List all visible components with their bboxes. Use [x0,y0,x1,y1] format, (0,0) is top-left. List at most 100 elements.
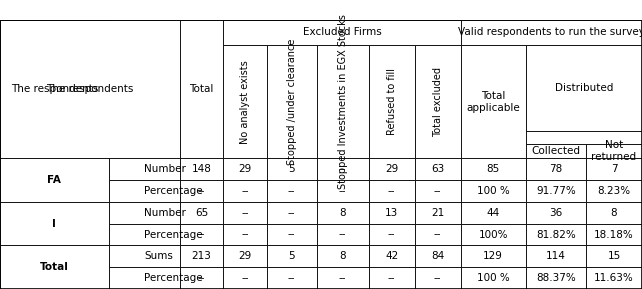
Bar [369,224,415,245]
Text: Percentage: Percentage [144,273,203,283]
Text: 213: 213 [191,251,211,261]
Text: 78: 78 [550,164,562,174]
Bar [223,202,266,224]
Text: 100%: 100% [478,229,508,240]
Text: 44: 44 [487,208,500,218]
Bar [415,245,460,267]
Text: --: -- [434,273,441,283]
Bar [317,202,369,224]
Bar [266,245,317,267]
Text: The respondents: The respondents [11,84,98,94]
Text: Total
applicable: Total applicable [466,91,520,112]
Bar [460,20,642,45]
Bar [180,20,223,158]
Bar [460,158,526,180]
Bar [586,224,642,245]
Bar [223,158,266,180]
Text: Not
returned: Not returned [591,140,637,162]
Bar [415,45,460,158]
Bar [266,45,317,158]
Text: 13: 13 [385,208,398,218]
Bar [526,245,586,267]
Bar [108,158,180,180]
Text: --: -- [288,186,295,196]
Text: --: -- [339,186,347,196]
Bar [526,202,586,224]
Bar [223,245,266,267]
Bar [317,267,369,289]
Bar [108,224,180,245]
Bar [0,245,108,289]
Bar [317,245,369,267]
Bar [0,202,108,245]
Text: 91.77%: 91.77% [536,186,576,196]
Bar [180,224,223,245]
Bar [108,245,180,267]
Text: Total excluded: Total excluded [433,67,442,137]
Bar [369,158,415,180]
Text: FA: FA [48,175,61,185]
Bar [369,45,415,158]
Text: --: -- [388,229,395,240]
Bar [180,180,223,202]
Text: Sums: Sums [144,251,173,261]
Text: Stopped Investments in EGX Stocks: Stopped Investments in EGX Stocks [338,14,348,189]
Bar [460,180,526,202]
Bar [0,20,108,158]
Bar [266,180,317,202]
Bar [108,180,180,202]
Bar [586,202,642,224]
Text: 8.23%: 8.23% [598,186,630,196]
Text: 11.63%: 11.63% [594,273,634,283]
Bar [317,45,369,158]
Text: 84: 84 [431,251,444,261]
Bar [369,202,415,224]
Bar [415,202,460,224]
Text: 15: 15 [607,251,621,261]
Bar [586,144,642,158]
Text: 29: 29 [385,164,398,174]
Bar [526,131,642,144]
Text: Stopped /under clearance: Stopped /under clearance [287,38,297,165]
Bar [266,267,317,289]
Bar [369,245,415,267]
Bar [180,245,223,267]
Text: 29: 29 [238,164,252,174]
Bar [369,267,415,289]
Text: 36: 36 [550,208,562,218]
Text: --: -- [198,273,205,283]
Text: 8: 8 [611,208,618,218]
Text: 100 %: 100 % [477,273,510,283]
Text: --: -- [198,229,205,240]
Text: 129: 129 [483,251,503,261]
Bar [415,180,460,202]
Bar [460,224,526,245]
Text: --: -- [198,186,205,196]
Text: 63: 63 [431,164,444,174]
Text: --: -- [434,229,441,240]
Text: Distributed: Distributed [555,83,613,93]
Text: 42: 42 [385,251,398,261]
Text: Number: Number [144,208,186,218]
Bar [223,224,266,245]
Text: 8: 8 [340,251,346,261]
Text: Collected: Collected [532,146,580,156]
Text: 5: 5 [288,164,295,174]
Text: Valid respondents to run the survey: Valid respondents to run the survey [458,27,642,37]
Bar [317,224,369,245]
Bar [460,245,526,267]
Bar [223,20,460,45]
Bar [526,224,586,245]
Text: Total: Total [189,84,214,94]
Text: 7: 7 [611,164,618,174]
Bar [526,45,642,131]
Text: 21: 21 [431,208,444,218]
Bar [317,158,369,180]
Bar [415,267,460,289]
Text: 88.37%: 88.37% [536,273,576,283]
Text: Total: Total [40,262,69,272]
Text: Number: Number [144,164,186,174]
Bar [223,180,266,202]
Bar [369,180,415,202]
Text: --: -- [434,186,441,196]
